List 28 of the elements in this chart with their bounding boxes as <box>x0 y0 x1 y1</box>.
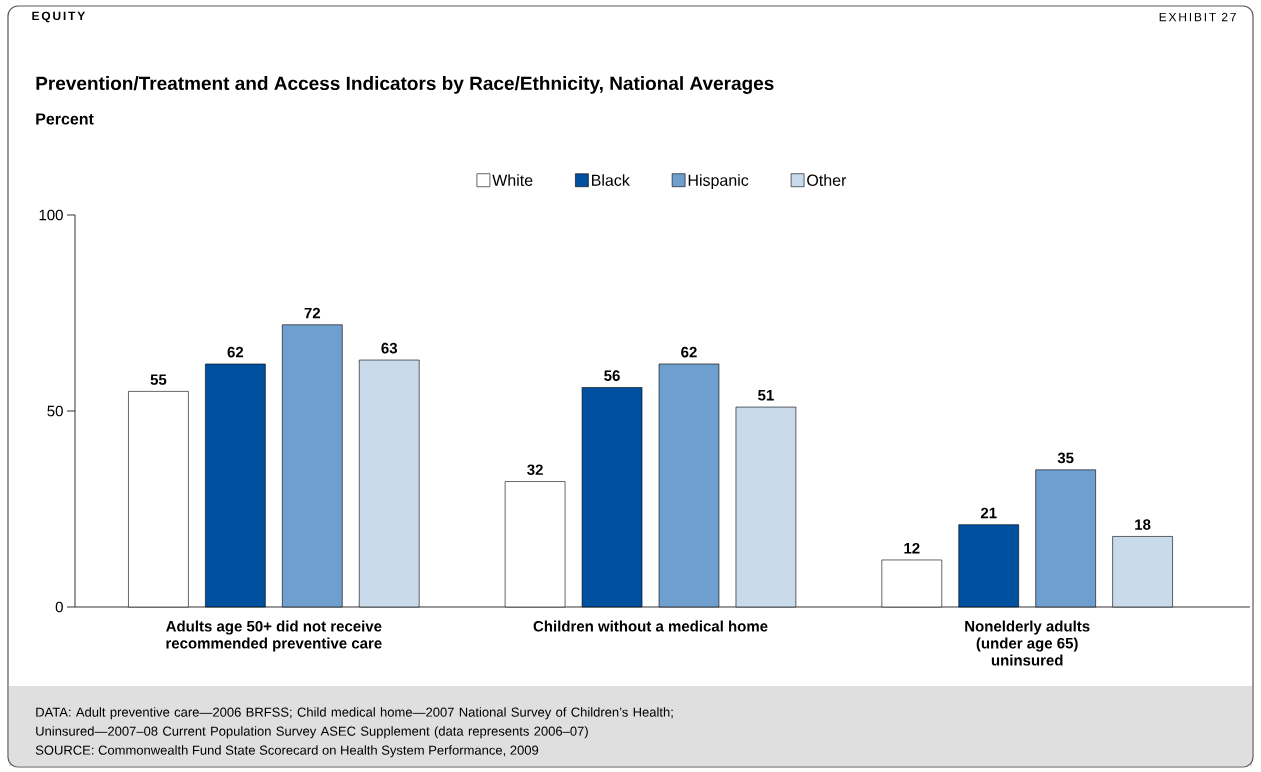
data-label: 62 <box>681 346 697 358</box>
source-note: SOURCE: Commonwealth Fund State Scorecard on Health System Performance, 2009 <box>35 745 539 758</box>
x-tick-label: Children without a medical home <box>533 620 768 632</box>
y-tick-label: 100 <box>39 209 63 221</box>
data-label: 21 <box>980 507 997 519</box>
data-label: 12 <box>904 542 920 554</box>
legend-label: Other <box>807 174 847 186</box>
x-tick-label: Nonelderly adults (under age 65) uninsured <box>965 620 1090 666</box>
x-tick-label: Adults age 50+ did not receive recommended preventive care <box>166 620 382 652</box>
data-label: 63 <box>381 342 398 354</box>
legend-label: Black <box>592 174 630 186</box>
data-label: 62 <box>227 346 244 358</box>
text: EQUITY <box>32 11 86 23</box>
y-tick-label: 0 <box>55 601 63 613</box>
data-label: 51 <box>758 390 774 401</box>
data-label: 55 <box>150 374 167 385</box>
y-tick-label: 50 <box>47 405 63 417</box>
chart-title: Prevention/Treatment and Access Indicators by Race/Ethnicity, National Averages <box>36 76 774 94</box>
chart-subtitle: Percent <box>36 113 94 125</box>
data-label: 56 <box>604 370 620 381</box>
text: EXHIBIT 27 <box>1159 12 1236 22</box>
data-label: 32 <box>527 464 543 476</box>
data-label: 35 <box>1057 452 1074 464</box>
legend-label: White <box>492 174 533 186</box>
data-label: 18 <box>1135 519 1151 530</box>
text: DATA: Adult preventive care—2006 BRFSS; Child medical home—2007 National Survey of Children’s Health; Uninsured—2007–08 Current Population Survey ASEC Supplement (data represents 2006–07) <box>36 707 673 739</box>
data-label: 72 <box>304 307 321 319</box>
legend-label: Hispanic <box>688 174 749 190</box>
